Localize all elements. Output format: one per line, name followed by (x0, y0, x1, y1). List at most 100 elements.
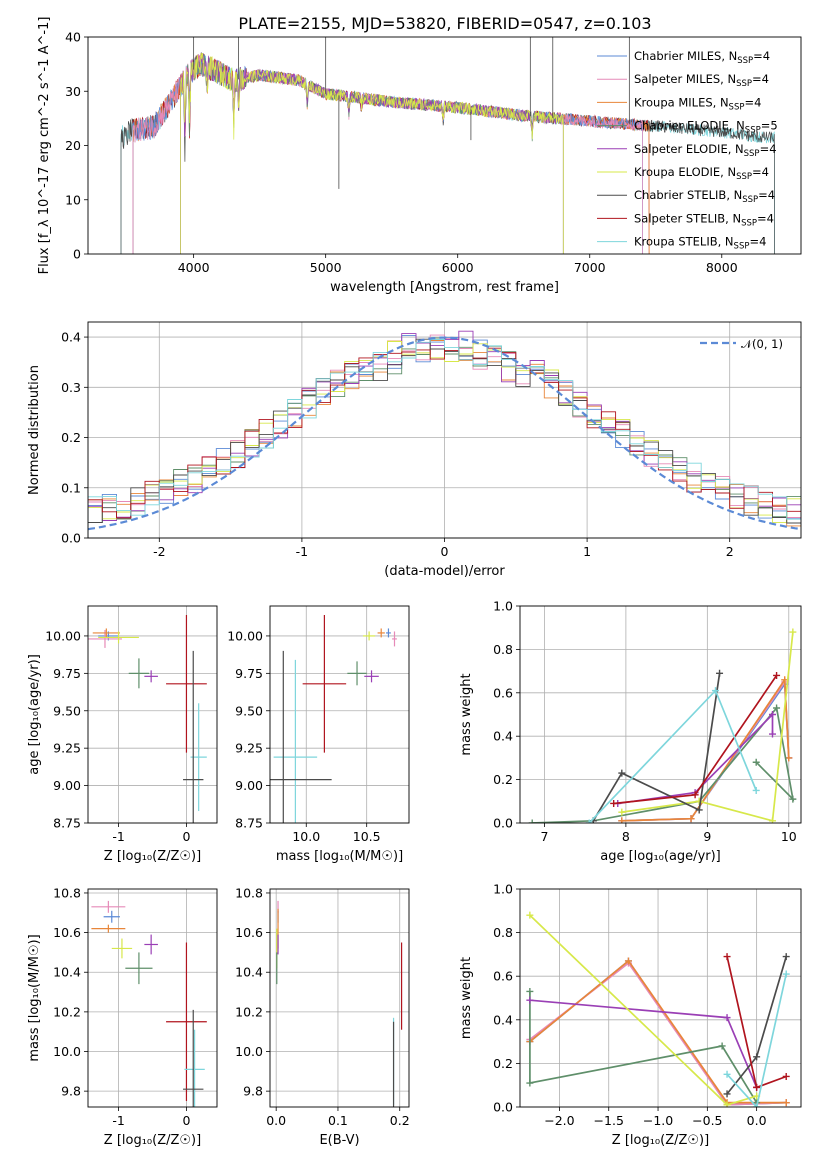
spectrum-line-salpeter_miles (132, 54, 643, 254)
legend-label-salpeter_miles: Salpeter MILES, NSSP=4 (634, 72, 769, 89)
point-mass_vs_Z-kroupa_miles (91, 924, 126, 933)
legend-label-tail: =4 (752, 165, 769, 179)
legend-label-main: Salpeter MILES, N (634, 72, 736, 86)
legend-label-tail: =4 (749, 235, 766, 249)
marker-chabrier_stelib (618, 769, 626, 777)
plot-area-age_vs_Z (88, 614, 207, 823)
point-mass_vs_Z-salpeter_stelib (166, 942, 207, 1102)
axes-frame (87, 321, 802, 539)
point-mass_vs_Z-kroupa_elodie (111, 938, 133, 959)
marker-salpeter_elodie (768, 730, 776, 738)
panel-mass_weight_vs_Z: −2.0 −1.5 −1.0 −0.5 0.0 0.0 0.2 0.4 0.6 0.8 1.0 Z [… (459, 882, 802, 1148)
legend-label-main: Salpeter ELODIE, N (634, 142, 744, 156)
point-age_vs_Z-salpeter_stelib (166, 614, 207, 753)
tick-label-y: 0.2 (493, 772, 513, 787)
tick-label-x: 8 (622, 829, 630, 844)
legend-label-sub: SSP (742, 195, 758, 205)
marker-salpeter_elodie (768, 711, 776, 718)
marker-chabrier_stelib (753, 1053, 761, 1061)
tick-label-y: 9.8 (243, 1084, 263, 1099)
tick-label-x: -2 (153, 544, 165, 559)
tick-label-y: 0.4 (493, 1012, 513, 1027)
tick-label-y: 10.2 (53, 1004, 81, 1019)
tick-label-x: 10.5 (353, 829, 381, 844)
marker-kroupa_stelib (723, 1070, 731, 1078)
hist-chabrier_stelib (88, 338, 801, 538)
marker-chabrier_elodie (718, 1042, 726, 1050)
tick-label-y: 1.0 (493, 882, 513, 897)
axis-label-x: E(B-V) (319, 1133, 359, 1148)
tick-label-y: 10.6 (53, 925, 81, 940)
axis-label-x: wavelength [Angstrom, rest frame] (330, 280, 559, 295)
legend-label-main: Chabrier ELODIE, N (634, 119, 745, 133)
tick-label-x: 10 (781, 829, 797, 844)
axis-label-y: mass weight (459, 957, 474, 1039)
marker-salpeter_stelib (782, 1072, 790, 1080)
marker-chabrier_elodie (752, 758, 760, 766)
marker-salpeter_elodie (526, 996, 534, 1004)
tick-label-y: 0.2 (61, 430, 81, 445)
line-mass_weight_vs_Z-kroupa_stelib (726, 973, 788, 1107)
legend-label-main: Kroupa MILES, N (634, 95, 729, 109)
figure-title: PLATE=2155, MJD=53820, FIBERID=0547, z=0… (238, 14, 651, 33)
axis-label-y: age [log₁₀(age/yr)] (27, 654, 42, 775)
axis-label-y: mass weight (459, 673, 474, 755)
tick-label-y: 9.25 (235, 741, 263, 756)
tick-label-y: 8.75 (53, 816, 81, 831)
tick-label-y: 10.2 (235, 1004, 263, 1019)
axes-frame (519, 605, 802, 824)
marker-chabrier_elodie (789, 795, 797, 803)
axis-label-x: mass [log₁₀(M/M☉)] (276, 849, 403, 864)
marker-kroupa_stelib (752, 786, 760, 794)
tick-label-y: 9.75 (53, 666, 81, 681)
tick-label-x: 10.0 (292, 829, 320, 844)
spectrum-line-chabrier_miles (132, 54, 643, 254)
tick-label-y: 0 (73, 247, 81, 262)
tick-label-y: 40 (65, 30, 81, 45)
marker-kroupa_stelib (782, 970, 790, 978)
tick-label-x: −1.0 (643, 1113, 673, 1128)
legend-label-normal: 𝒩(0, 1) (741, 337, 783, 351)
marker-kroupa_miles (687, 815, 695, 823)
tick-label-x: 1 (583, 544, 591, 559)
point-age_vs_mass-chabrier_elodie (347, 661, 367, 686)
marker-chabrier_stelib (723, 1090, 731, 1098)
tick-label-x: 0 (182, 1113, 190, 1128)
legend-label-tail: =4 (753, 49, 770, 63)
spectrum-line-salpeter_stelib (132, 53, 650, 254)
legend-label-main: Chabrier STELIB, N (634, 188, 742, 202)
tick-label-y: 10.0 (235, 1044, 263, 1059)
legend-label-sub: SSP (729, 102, 745, 112)
marker-kroupa_stelib (585, 819, 593, 823)
tick-label-y: 10.00 (45, 628, 81, 643)
tick-label-x: 5000 (310, 260, 342, 275)
marker-kroupa_stelib (711, 687, 719, 695)
tick-label-y: 9.50 (53, 703, 81, 718)
legend-label-main: Chabrier MILES, N (634, 49, 737, 63)
spectrum-line-kroupa_miles (132, 53, 650, 254)
marker-kroupa_miles (618, 817, 626, 823)
tick-label-x: -1 (112, 829, 124, 844)
tick-label-x: 7000 (574, 260, 606, 275)
axis-label-y: Normed distribution (27, 365, 42, 495)
tick-label-y: 20 (65, 138, 81, 153)
point-age_vs_Z-chabrier_elodie (128, 658, 150, 689)
legend-label-chabrier_elodie: Chabrier ELODIE, NSSP=5 (634, 119, 778, 136)
legend-label-main: Salpeter STELIB, N (634, 211, 741, 225)
axes-frame (87, 36, 802, 255)
legend-label-sub: SSP (737, 56, 753, 66)
tick-label-y: 0.8 (493, 925, 513, 940)
line-mass_weight_vs_age-kroupa_elodie (621, 631, 794, 822)
tick-label-y: 10.0 (53, 1044, 81, 1059)
panel-mass_vs_EBV: 0.0 0.1 0.2 9.8 10.0 10.2 10.4 10.6 10.8 E(B-V) (235, 885, 410, 1148)
marker-kroupa_elodie (695, 797, 703, 805)
tick-label-y: 0.8 (493, 642, 513, 657)
tick-label-y: 0.1 (61, 480, 81, 495)
tick-label-y: 10.8 (235, 885, 263, 900)
legend-label-sub: SSP (736, 79, 752, 89)
marker-chabrier_stelib (716, 669, 724, 677)
marker-kroupa_stelib (753, 1103, 761, 1107)
tick-label-x: 9 (703, 829, 711, 844)
legend-label-sub: SSP (741, 218, 757, 228)
point-age_vs_mass-kroupa_stelib (273, 659, 318, 823)
